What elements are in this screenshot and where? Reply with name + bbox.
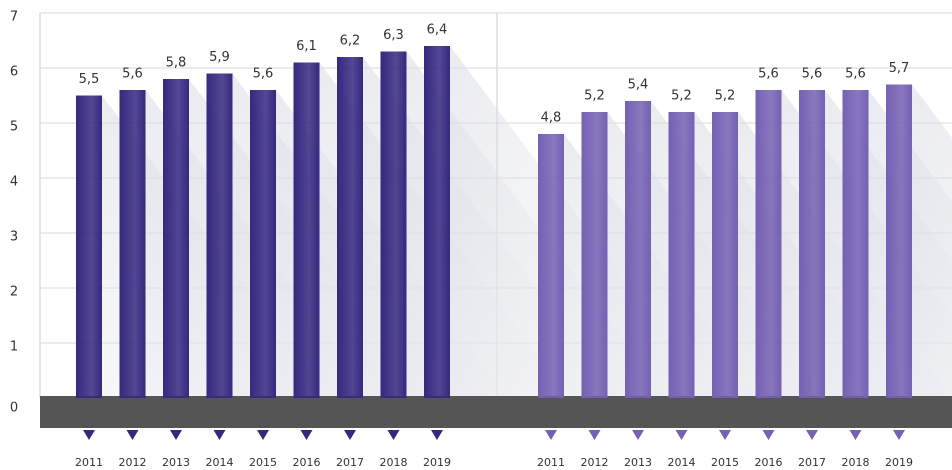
pointer (170, 430, 182, 440)
x-tick-label: 2017 (336, 456, 364, 469)
value-label: 6,1 (296, 39, 317, 54)
pointer (126, 430, 139, 440)
x-tick-label: 2018 (380, 456, 408, 469)
y-tick-label: 7 (10, 10, 18, 25)
pointer (545, 430, 557, 440)
y-tick-label: 6 (10, 65, 18, 80)
value-label: 5,2 (584, 89, 605, 104)
y-tick-label: 3 (10, 230, 18, 245)
x-tick-label: 2012 (119, 456, 147, 469)
bar-shadow (912, 84, 952, 398)
y-tick-label: 4 (10, 175, 18, 190)
pointer (431, 430, 443, 440)
x-tick-label: 2015 (711, 456, 739, 469)
bar (799, 90, 825, 398)
x-tick-label: 2016 (293, 456, 321, 469)
x-tick-label: 2019 (423, 456, 451, 469)
pointer (344, 430, 356, 440)
x-tick-label: 2015 (249, 456, 277, 469)
bar (886, 84, 912, 398)
bar (712, 112, 738, 398)
x-tick-label: 2017 (798, 456, 826, 469)
x-tick-label: 2013 (624, 456, 652, 469)
x-tick-label: 2014 (206, 456, 234, 469)
pointer (213, 430, 226, 440)
x-tick-label: 2018 (842, 456, 870, 469)
x-tick-label: 2016 (755, 456, 783, 469)
y-tick-label: 1 (10, 340, 18, 355)
x-tick-label: 2013 (162, 456, 190, 469)
bar (538, 134, 564, 398)
bar (380, 51, 407, 398)
base-band (40, 396, 952, 428)
value-label: 5,6 (253, 67, 274, 82)
bar (625, 101, 651, 398)
value-label: 4,8 (541, 111, 562, 126)
x-tick-label: 2019 (885, 456, 913, 469)
x-tick-label: 2011 (75, 456, 103, 469)
value-label: 5,6 (758, 67, 779, 82)
value-label: 5,6 (802, 67, 823, 82)
pointer (893, 430, 905, 440)
value-label: 5,2 (715, 89, 736, 104)
pointer (83, 430, 95, 440)
bar (337, 57, 363, 398)
pointer (632, 430, 644, 440)
pointer (387, 430, 400, 440)
bar (842, 90, 869, 398)
pointer (257, 430, 269, 440)
pointer (806, 430, 818, 440)
value-label: 5,5 (79, 72, 100, 87)
bar (668, 112, 695, 398)
pointer (675, 430, 688, 440)
value-label: 6,4 (427, 23, 448, 38)
bar (424, 46, 450, 398)
bar (76, 95, 102, 398)
value-label: 6,3 (383, 28, 404, 43)
bar (581, 112, 608, 398)
x-tick-label: 2012 (581, 456, 609, 469)
y-tick-label: 2 (10, 285, 18, 300)
value-label: 5,7 (889, 61, 910, 76)
value-label: 5,2 (671, 89, 692, 104)
pointer (762, 430, 775, 440)
value-label: 5,6 (845, 67, 866, 82)
x-tick-label: 2011 (537, 456, 565, 469)
y-tick-label: 0 (10, 401, 18, 416)
bar (293, 62, 320, 398)
x-tick-label: 2014 (668, 456, 696, 469)
y-tick-label: 5 (10, 120, 18, 135)
bar (755, 90, 782, 398)
bar (163, 79, 189, 398)
pointer (588, 430, 601, 440)
value-label: 6,2 (340, 34, 361, 49)
value-label: 5,4 (628, 78, 649, 93)
value-label: 5,9 (209, 50, 230, 65)
bar (206, 73, 233, 398)
pointer (849, 430, 862, 440)
value-label: 5,8 (166, 56, 187, 71)
value-label: 5,6 (122, 67, 143, 82)
pointer (719, 430, 731, 440)
bar (119, 90, 146, 398)
pointer (300, 430, 313, 440)
bar (250, 90, 276, 398)
